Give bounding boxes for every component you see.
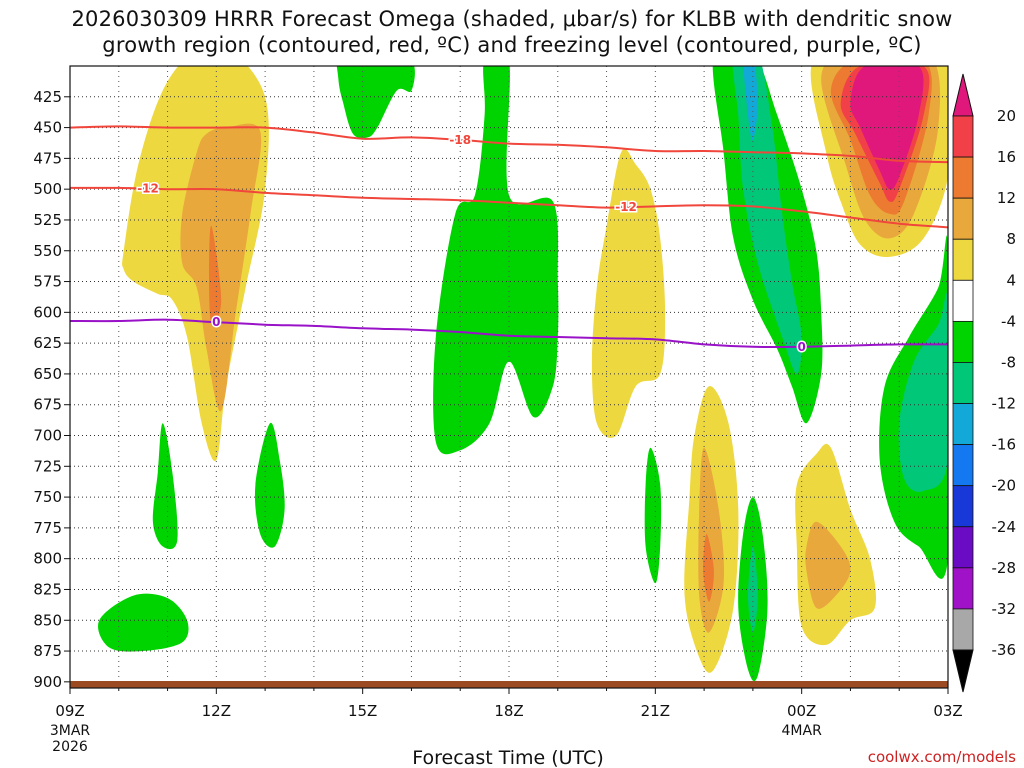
colorbar-label-4: 4 [1006,271,1016,289]
y-tick-label-750: 750 [33,488,62,506]
y-tick-label-650: 650 [33,365,62,383]
chart-title-line-1: 2026030309 HRRR Forecast Omega (shaded, … [71,7,953,31]
y-tick-label-525: 525 [33,211,62,229]
y-tick-label-775: 775 [33,519,62,537]
colorbar-swatch-5 [952,279,974,322]
chart-title: 2026030309 HRRR Forecast Omega (shaded, … [0,6,1024,58]
contour-line--12 [70,186,948,229]
colorbar-swatch-3 [952,197,974,240]
y-tick-label-450: 450 [33,119,62,137]
colorbar-label--8: -8 [1001,353,1016,371]
omega-region-20 [698,447,725,633]
chart-title-line-2: growth region (contoured, red, ºC) and f… [102,33,922,57]
credit-text[interactable]: coolwx.com/models [868,748,1016,766]
omega-region-1 [180,123,262,412]
colorbar-label-12: 12 [997,189,1016,207]
omega-region-25 [152,423,178,550]
x-date-label-4MAR: 4MAR [782,723,823,739]
y-tick-label-550: 550 [33,242,62,260]
colorbar-swatch-10 [952,485,974,528]
y-tick-label-425: 425 [33,88,62,106]
y-tick-label-725: 725 [33,457,62,475]
y-tick-label-500: 500 [33,180,62,198]
ground-strip [70,681,948,688]
x-tick-label-12Z: 12Z [202,702,231,720]
omega-region-6 [591,148,666,438]
x-tick-label-09Z: 09Z [55,702,84,720]
colorbar-top-arrow [952,73,974,117]
colorbar-swatch-11 [952,526,974,569]
omega-region-8 [732,66,802,374]
x-tick-label-21Z: 21Z [641,702,670,720]
contour-label--12-1: -12 [615,200,637,214]
omega-region-27 [98,593,189,652]
colorbar-swatch-1 [952,115,974,158]
x-tick-label-18Z: 18Z [494,702,523,720]
temperature-contours: -18 -12 -12 0 0 [70,125,948,355]
colorbar-label--16: -16 [992,436,1017,454]
contour-line--18 [70,125,948,164]
contour-line-0 [70,318,948,349]
colorbar-swatch-2 [952,156,974,199]
colorbar-bottom-arrow [952,649,974,693]
x-tick-label-00Z: 00Z [787,702,816,720]
colorbar-label--20: -20 [992,477,1017,495]
y-tick-label-575: 575 [33,273,62,291]
contour-label-0-1: 0 [797,340,805,354]
y-tick-label-825: 825 [33,580,62,598]
x-date-label-3MAR: 3MAR [50,723,91,739]
omega-shading [98,39,948,682]
y-tick-label-900: 900 [33,673,62,691]
colorbar-label--36: -36 [992,641,1017,659]
y-tick-label-625: 625 [33,334,62,352]
omega-region-9 [743,66,758,141]
contour-label--12-0: -12 [137,182,159,196]
x-tick-label-03Z: 03Z [933,702,962,720]
colorbar-label--32: -32 [992,600,1017,618]
colorbar-swatch-9 [952,444,974,487]
omega-region-5 [433,66,559,455]
colorbar-swatch-6 [952,320,974,363]
colorbar-swatch-7 [952,362,974,404]
y-axis: 425 450 475 500 525 550 575 600 625 650 675 700 725 7… [33,88,70,691]
colorbar-swatch-4 [952,238,974,281]
y-tick-label-700: 700 [33,427,62,445]
contour-label-0-0: 0 [212,315,220,329]
contour-label--18-0: -18 [449,133,471,147]
y-tick-label-475: 475 [33,149,62,167]
y-tick-label-850: 850 [33,611,62,629]
omega-region-26 [254,422,285,548]
y-tick-label-875: 875 [33,642,62,660]
omega-region-16 [898,292,948,492]
colorbar: 20 16 12 8 4 -4 -8 -12 -16 -20 -24 -28 -32 -36 [952,73,1017,693]
colorbar-label--24: -24 [992,518,1017,536]
colorbar-swatch-13 [952,608,974,651]
gridlines [70,66,948,688]
colorbar-swatch-8 [952,403,974,446]
omega-region-4 [415,39,520,60]
colorbar-label-8: 8 [1006,230,1016,248]
x-date-label-2026: 2026 [52,739,88,755]
y-tick-label-800: 800 [33,550,62,568]
colorbar-label-16: 16 [997,148,1016,166]
omega-region-23 [748,546,758,633]
terrain-strip [70,681,948,688]
x-tick-label-15Z: 15Z [348,702,377,720]
colorbar-label--4: -4 [1001,312,1016,330]
colorbar-label-20: 20 [997,107,1016,125]
colorbar-label--28: -28 [992,559,1017,577]
omega-region-2 [209,225,222,326]
omega-region-18 [805,521,851,609]
omega-region-24 [644,447,662,584]
colorbar-swatch-12 [952,567,974,610]
y-tick-label-600: 600 [33,303,62,321]
omega-region-21 [703,534,714,602]
x-axis-label: Forecast Time (UTC) [412,747,603,768]
y-tick-label-675: 675 [33,396,62,414]
colorbar-label--12: -12 [992,395,1017,413]
omega-region-3 [336,66,415,139]
